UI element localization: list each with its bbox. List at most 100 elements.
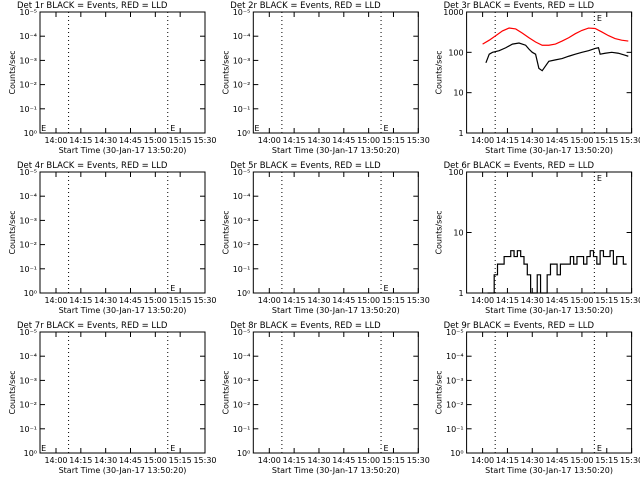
x-tick-label: 14:15 <box>283 136 306 145</box>
x-tick-label: 15:30 <box>620 136 640 145</box>
plot-frame <box>39 171 206 294</box>
x-tick-label: 15:15 <box>382 296 405 305</box>
x-axis-label: Start Time (30-Jan-17 13:50:20) <box>59 466 187 475</box>
panel: Det 6r BLACK = Events, RED = LLD Start Ti… <box>435 161 640 315</box>
y-tick-label: 10⁻⁵ <box>19 328 37 337</box>
marker-label: E <box>384 284 389 293</box>
plot-frame <box>466 331 633 454</box>
y-tick-label: 10⁻³ <box>19 56 37 65</box>
x-tick-label: 15:00 <box>144 456 167 465</box>
x-tick-label: 14:15 <box>69 456 92 465</box>
y-axis-label: Counts/sec <box>435 210 444 254</box>
x-tick-label: 14:30 <box>521 456 544 465</box>
marker-label: E <box>170 124 175 133</box>
x-tick-label: 15:00 <box>357 296 380 305</box>
series-line <box>485 42 629 72</box>
plot-frame <box>252 171 419 294</box>
x-axis-label: Start Time (30-Jan-17 13:50:20) <box>485 146 613 155</box>
y-tick-label: 10⁻⁵ <box>233 328 251 337</box>
x-tick-label: 14:00 <box>258 136 281 145</box>
y-tick-label: 10⁻² <box>446 401 464 410</box>
y-tick-label: 10⁻⁴ <box>19 352 37 361</box>
x-tick-label: 14:00 <box>44 296 67 305</box>
y-tick-label: 10⁻⁵ <box>233 168 251 177</box>
y-tick-label: 10⁻³ <box>19 376 37 385</box>
panel: Det 1r BLACK = Events, RED = LLD Start Ti… <box>8 1 217 155</box>
panel: Det 5r BLACK = Events, RED = LLD Start Ti… <box>221 161 430 315</box>
y-tick-label: 100 <box>448 168 463 177</box>
panel: Det 2r BLACK = Events, RED = LLD Start Ti… <box>221 1 430 155</box>
x-tick-label: 14:15 <box>69 296 92 305</box>
marker-label: E <box>384 124 389 133</box>
marker-label: E <box>41 444 46 453</box>
x-tick-label: 14:15 <box>496 456 519 465</box>
x-tick-label: 14:30 <box>307 456 330 465</box>
panel-title: Det 1r BLACK = Events, RED = LLD <box>17 1 168 11</box>
x-tick-label: 14:45 <box>332 136 355 145</box>
x-tick-label: 15:15 <box>382 456 405 465</box>
series-line <box>482 27 629 46</box>
x-tick-label: 14:30 <box>307 136 330 145</box>
y-tick-label: 10⁰ <box>24 289 37 298</box>
marker-label: E <box>41 124 46 133</box>
x-tick-label: 15:30 <box>407 456 430 465</box>
x-tick-label: 15:00 <box>570 136 593 145</box>
y-tick-label: 10⁻⁵ <box>233 8 251 17</box>
y-tick-label: 100 <box>448 48 463 57</box>
panel: Det 8r BLACK = Events, RED = LLD Start Ti… <box>221 321 430 475</box>
y-tick-label: 10⁻² <box>19 401 37 410</box>
series-line <box>487 250 627 294</box>
panel-title: Det 8r BLACK = Events, RED = LLD <box>230 321 381 331</box>
y-tick-label: 10⁰ <box>24 129 37 138</box>
x-tick-label: 15:15 <box>382 136 405 145</box>
y-tick-label: 10⁻³ <box>233 376 251 385</box>
y-tick-label: 10⁻⁵ <box>19 8 37 17</box>
y-tick-label: 10⁻¹ <box>233 425 251 434</box>
y-axis-label: Counts/sec <box>221 210 230 254</box>
y-tick-label: 10⁻¹ <box>19 425 37 434</box>
plot-frame <box>252 11 419 134</box>
x-axis-label: Start Time (30-Jan-17 13:50:20) <box>272 146 400 155</box>
marker-label: E <box>384 444 389 453</box>
panel-title: Det 5r BLACK = Events, RED = LLD <box>230 161 381 171</box>
y-axis-label: Counts/sec <box>435 370 444 414</box>
y-tick-label: 10⁻⁴ <box>233 32 251 41</box>
panel-title: Det 9r BLACK = Events, RED = LLD <box>444 321 595 331</box>
plot-frame <box>39 11 206 134</box>
panel-title: Det 7r BLACK = Events, RED = LLD <box>17 321 168 331</box>
x-axis-label: Start Time (30-Jan-17 13:50:20) <box>485 306 613 315</box>
x-tick-label: 14:45 <box>546 136 569 145</box>
x-tick-label: 14:45 <box>119 296 142 305</box>
y-tick-label: 10⁰ <box>237 289 250 298</box>
x-tick-label: 14:15 <box>496 296 519 305</box>
x-tick-label: 15:30 <box>407 296 430 305</box>
y-axis-label: Counts/sec <box>435 50 444 94</box>
x-tick-label: 14:15 <box>69 136 92 145</box>
y-axis-label: Counts/sec <box>8 50 17 94</box>
y-tick-label: 10⁻³ <box>19 216 37 225</box>
marker-label: E <box>170 444 175 453</box>
y-tick-label: 10⁻⁴ <box>446 352 464 361</box>
x-tick-label: 14:30 <box>94 136 117 145</box>
panel: Det 3r BLACK = Events, RED = LLD Start Ti… <box>435 1 640 155</box>
x-tick-label: 15:15 <box>595 136 618 145</box>
x-tick-label: 14:30 <box>94 456 117 465</box>
x-tick-label: 15:30 <box>193 136 216 145</box>
x-axis-label: Start Time (30-Jan-17 13:50:20) <box>59 146 187 155</box>
y-tick-label: 10 <box>453 89 463 98</box>
panel-title: Det 6r BLACK = Events, RED = LLD <box>444 161 595 171</box>
y-tick-label: 10⁻¹ <box>233 265 251 274</box>
x-tick-label: 14:15 <box>496 136 519 145</box>
panel-title: Det 4r BLACK = Events, RED = LLD <box>17 161 168 171</box>
y-tick-label: 10 <box>453 229 463 238</box>
y-tick-label: 10⁰ <box>450 449 463 458</box>
plot-frame <box>466 171 633 294</box>
x-tick-label: 15:00 <box>357 136 380 145</box>
y-tick-label: 10⁻¹ <box>19 105 37 114</box>
marker-label: E <box>597 14 602 23</box>
y-axis-label: Counts/sec <box>221 50 230 94</box>
y-tick-label: 10⁻² <box>233 241 251 250</box>
y-tick-label: 10⁻³ <box>233 56 251 65</box>
x-tick-label: 14:45 <box>119 136 142 145</box>
